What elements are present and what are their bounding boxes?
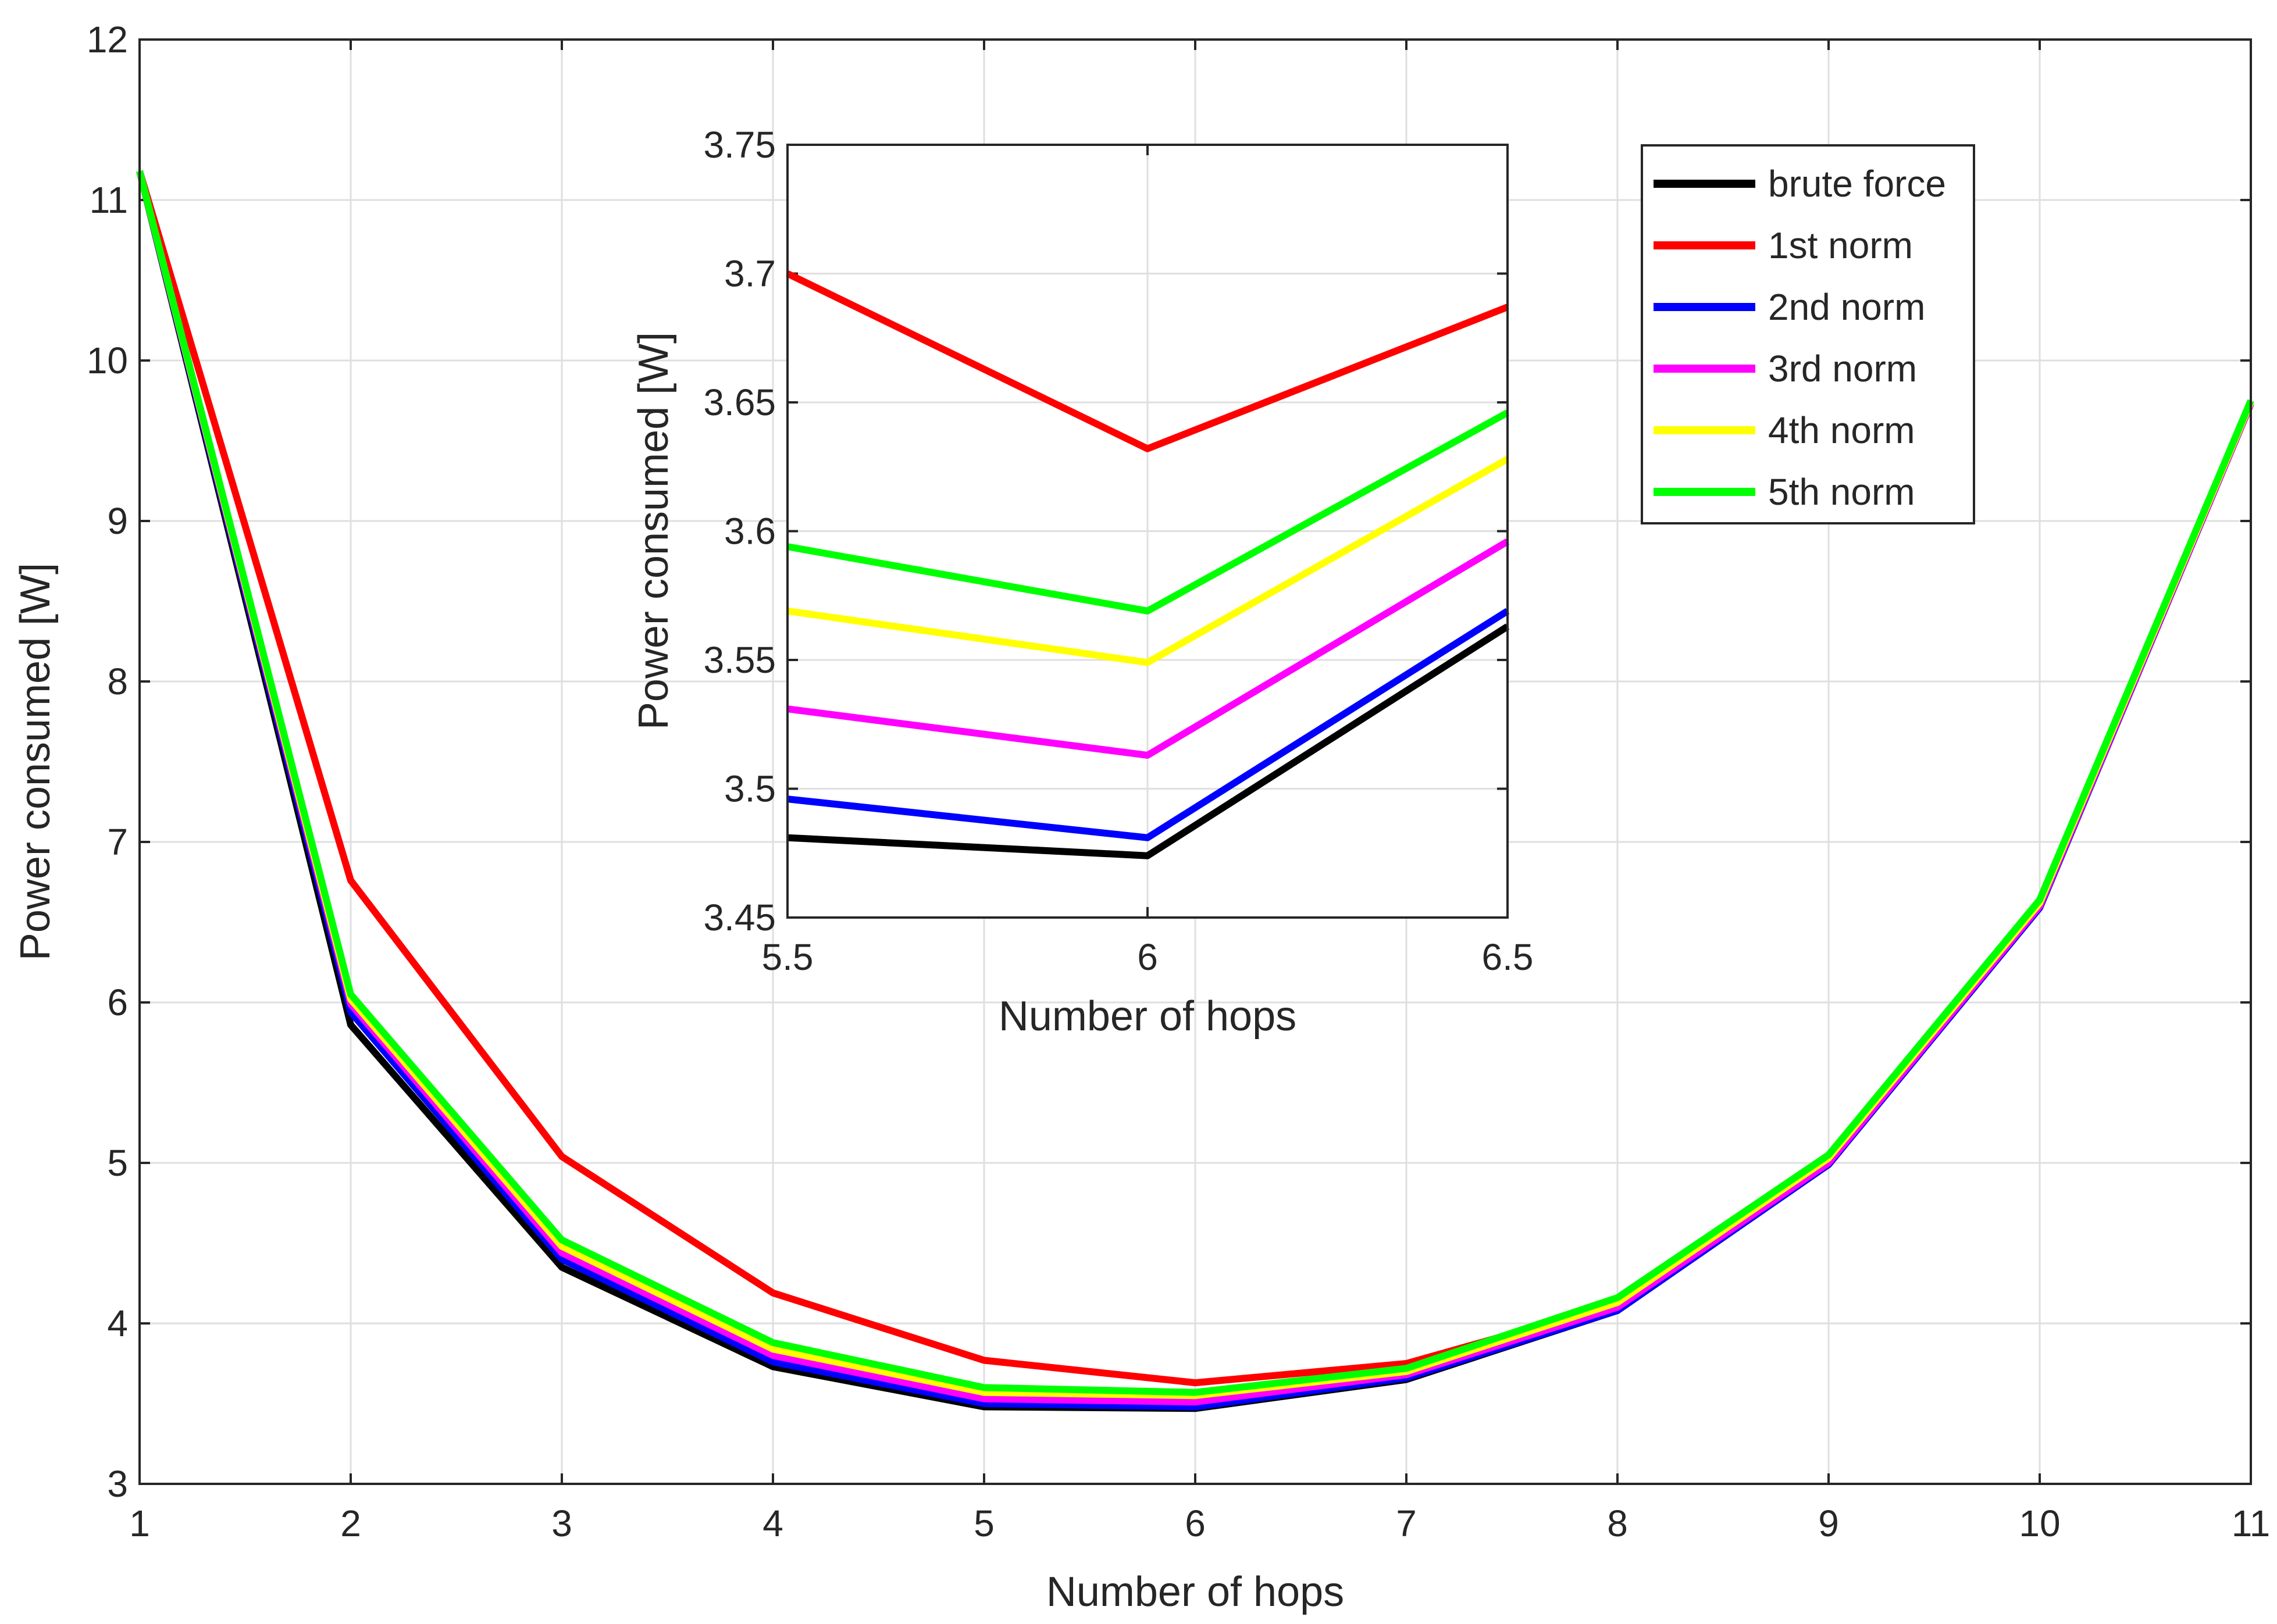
main-x-tick-label: 5 <box>974 1502 995 1544</box>
legend-items: brute force 1st norm 2nd norm 3rd norm 4th n… <box>1654 163 1946 513</box>
main-y-tick-label: 10 <box>87 340 128 381</box>
main-y-axis-label: Power consumed [W] <box>12 563 59 961</box>
inset-x-tick-label: 6.5 <box>1482 936 1534 978</box>
main-axes-box <box>138 38 2252 1485</box>
legend-label-3rd-norm: 3rd norm <box>1768 348 1917 390</box>
inset-y-tick-label: 3.65 <box>703 381 776 423</box>
inset-x-tick-label: 5.5 <box>762 936 814 978</box>
legend-label-2nd-norm: 2nd norm <box>1768 286 1925 328</box>
main-y-tick-label: 5 <box>107 1142 128 1184</box>
main-y-tick-label: 9 <box>107 500 128 542</box>
inset-y-tick-label: 3.55 <box>703 639 776 681</box>
main-x-tick-labels: 1 2 3 4 5 6 7 8 9 10 11 <box>129 1502 2270 1544</box>
inset-y-tick-label: 3.6 <box>724 511 776 552</box>
legend-label-4th-norm: 4th norm <box>1768 409 1915 451</box>
main-x-tick-label: 8 <box>1607 1502 1628 1544</box>
main-y-tick-label: 11 <box>90 179 128 221</box>
main-x-axis-label: Number of hops <box>1046 1569 1344 1615</box>
legend-label-5th-norm: 5th norm <box>1768 471 1915 513</box>
inset-plot: 5.5 6 6.5 3.45 3.5 3.55 3.6 3.65 3.7 3.75 Number… <box>630 124 1533 1040</box>
main-y-tick-label: 6 <box>107 981 128 1023</box>
inset-axes-box <box>786 144 1509 919</box>
main-y-tick-label: 12 <box>87 19 128 60</box>
main-y-tick-label: 7 <box>107 821 128 863</box>
inset-series-line-3rd-norm <box>787 538 1510 759</box>
main-x-tick-label: 9 <box>1818 1502 1839 1544</box>
legend: brute force 1st norm 2nd norm 3rd norm 4th n… <box>1641 144 1975 524</box>
inset-y-axis-label: Power consumed [W] <box>630 332 677 730</box>
main-x-tick-label: 10 <box>2019 1502 2060 1544</box>
main-x-tick-label: 4 <box>762 1502 783 1544</box>
main-x-tick-label: 11 <box>2232 1502 2270 1544</box>
inset-series-line-brute-force <box>787 623 1510 859</box>
inset-y-tick-label: 3.75 <box>703 124 776 166</box>
main-series-line-5th-norm <box>136 170 2254 1396</box>
legend-box <box>1641 144 1975 524</box>
legend-label-brute-force: brute force <box>1768 163 1946 205</box>
main-y-tick-label: 8 <box>107 661 128 702</box>
inset-y-tick-label: 3.7 <box>724 253 776 295</box>
inset-series <box>786 270 1510 859</box>
inset-series-line-2nd-norm <box>787 608 1510 841</box>
main-x-tick-label: 6 <box>1185 1502 1206 1544</box>
main-y-tick-label: 3 <box>107 1463 128 1505</box>
main-x-tick-label: 1 <box>129 1502 150 1544</box>
legend-label-1st-norm: 1st norm <box>1768 224 1913 266</box>
inset-x-tick-labels: 5.5 6 6.5 <box>762 936 1534 978</box>
main-y-tick-label: 4 <box>107 1302 128 1344</box>
main-x-tick-label: 7 <box>1396 1502 1417 1544</box>
inset-x-axis-label: Number of hops <box>999 993 1296 1040</box>
inset-series-line-4th-norm <box>787 456 1509 666</box>
inset-y-tick-labels: 3.45 3.5 3.55 3.6 3.65 3.7 3.75 <box>703 124 776 938</box>
inset-series-line-1st-norm <box>786 270 1509 452</box>
inset-y-tick-label: 3.5 <box>724 768 776 810</box>
main-series <box>136 170 2254 1412</box>
inset-x-tick-label: 6 <box>1137 936 1158 978</box>
main-x-tick-label: 2 <box>340 1502 361 1544</box>
main-y-tick-labels: 3 4 5 6 7 8 9 10 11 12 <box>87 19 128 1505</box>
main-x-tick-label: 3 <box>551 1502 572 1544</box>
inset-series-line-5th-norm <box>786 409 1509 615</box>
inset-y-tick-label: 3.45 <box>703 897 776 938</box>
